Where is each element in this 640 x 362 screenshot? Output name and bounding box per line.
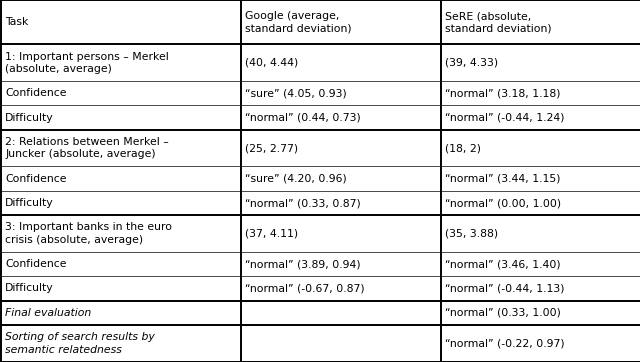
Text: “sure” (4.05, 0.93): “sure” (4.05, 0.93): [245, 88, 347, 98]
Text: Confidence: Confidence: [5, 174, 67, 184]
Text: “normal” (3.44, 1.15): “normal” (3.44, 1.15): [445, 174, 561, 184]
Text: Difficulty: Difficulty: [5, 283, 54, 294]
Text: (18, 2): (18, 2): [445, 143, 481, 153]
Text: Difficulty: Difficulty: [5, 113, 54, 123]
Text: “normal” (3.18, 1.18): “normal” (3.18, 1.18): [445, 88, 561, 98]
Text: “normal” (-0.44, 1.13): “normal” (-0.44, 1.13): [445, 283, 564, 294]
Text: “normal” (0.00, 1.00): “normal” (0.00, 1.00): [445, 198, 561, 208]
Text: (35, 3.88): (35, 3.88): [445, 228, 499, 239]
Text: “normal” (0.44, 0.73): “normal” (0.44, 0.73): [245, 113, 361, 123]
Text: “normal” (0.33, 1.00): “normal” (0.33, 1.00): [445, 308, 561, 318]
Text: “sure” (4.20, 0.96): “sure” (4.20, 0.96): [245, 174, 347, 184]
Text: 1: Important persons – Merkel
(absolute, average): 1: Important persons – Merkel (absolute,…: [5, 52, 169, 74]
Text: (39, 4.33): (39, 4.33): [445, 58, 499, 68]
Text: (37, 4.11): (37, 4.11): [245, 228, 298, 239]
Text: “normal” (-0.44, 1.24): “normal” (-0.44, 1.24): [445, 113, 564, 123]
Text: SeRE (absolute,
standard deviation): SeRE (absolute, standard deviation): [445, 11, 552, 34]
Text: Difficulty: Difficulty: [5, 198, 54, 208]
Text: Google (average,
standard deviation): Google (average, standard deviation): [245, 11, 352, 34]
Text: Sorting of search results by
semantic relatedness: Sorting of search results by semantic re…: [5, 332, 155, 354]
Text: 3: Important banks in the euro
crisis (absolute, average): 3: Important banks in the euro crisis (a…: [5, 222, 172, 245]
Text: Confidence: Confidence: [5, 259, 67, 269]
Text: 2: Relations between Merkel –
Juncker (absolute, average): 2: Relations between Merkel – Juncker (a…: [5, 137, 169, 159]
Text: Task: Task: [5, 17, 29, 28]
Text: “normal” (-0.67, 0.87): “normal” (-0.67, 0.87): [245, 283, 365, 294]
Text: “normal” (3.89, 0.94): “normal” (3.89, 0.94): [245, 259, 361, 269]
Text: (40, 4.44): (40, 4.44): [245, 58, 298, 68]
Text: “normal” (3.46, 1.40): “normal” (3.46, 1.40): [445, 259, 561, 269]
Text: (25, 2.77): (25, 2.77): [245, 143, 298, 153]
Text: Confidence: Confidence: [5, 88, 67, 98]
Text: “normal” (-0.22, 0.97): “normal” (-0.22, 0.97): [445, 338, 564, 348]
Text: Final evaluation: Final evaluation: [5, 308, 92, 318]
Text: “normal” (0.33, 0.87): “normal” (0.33, 0.87): [245, 198, 361, 208]
